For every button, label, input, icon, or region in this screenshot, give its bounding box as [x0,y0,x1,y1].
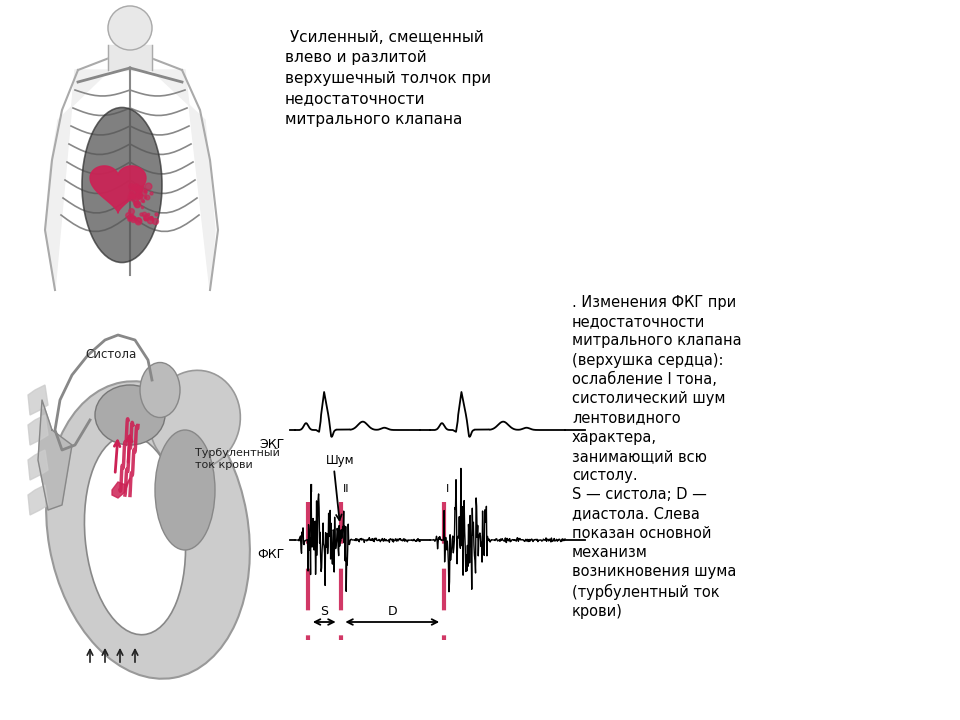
Polygon shape [38,400,72,510]
Ellipse shape [82,107,162,263]
Polygon shape [28,485,48,515]
Ellipse shape [46,382,250,679]
Text: Усиленный, смещенный
влево и разлитой
верхушечный толчок при
недостаточности
мит: Усиленный, смещенный влево и разлитой ве… [285,30,492,127]
Polygon shape [108,45,152,70]
Polygon shape [28,415,48,445]
Ellipse shape [140,362,180,418]
Text: I: I [310,484,313,494]
Text: Шум: Шум [326,454,354,467]
Polygon shape [28,450,48,480]
Text: Систола: Систола [85,348,136,361]
Text: ФКГ: ФКГ [257,548,285,561]
Ellipse shape [84,436,185,635]
Circle shape [108,6,152,50]
Text: Турбулентный
ток крови: Турбулентный ток крови [195,448,280,470]
Ellipse shape [95,385,165,445]
Ellipse shape [155,430,215,550]
Text: . Изменения ФКГ при
недостаточности
митрального клапана
(верхушка сердца):
ослаб: . Изменения ФКГ при недостаточности митр… [572,295,742,619]
Polygon shape [112,478,130,498]
Polygon shape [28,385,48,415]
Polygon shape [45,50,215,290]
Text: S: S [321,605,328,618]
Text: I: I [446,484,449,494]
Text: D: D [388,605,397,618]
Text: ЭКГ: ЭКГ [260,438,285,451]
Ellipse shape [150,370,240,469]
Polygon shape [90,166,146,213]
Text: II: II [343,484,349,494]
